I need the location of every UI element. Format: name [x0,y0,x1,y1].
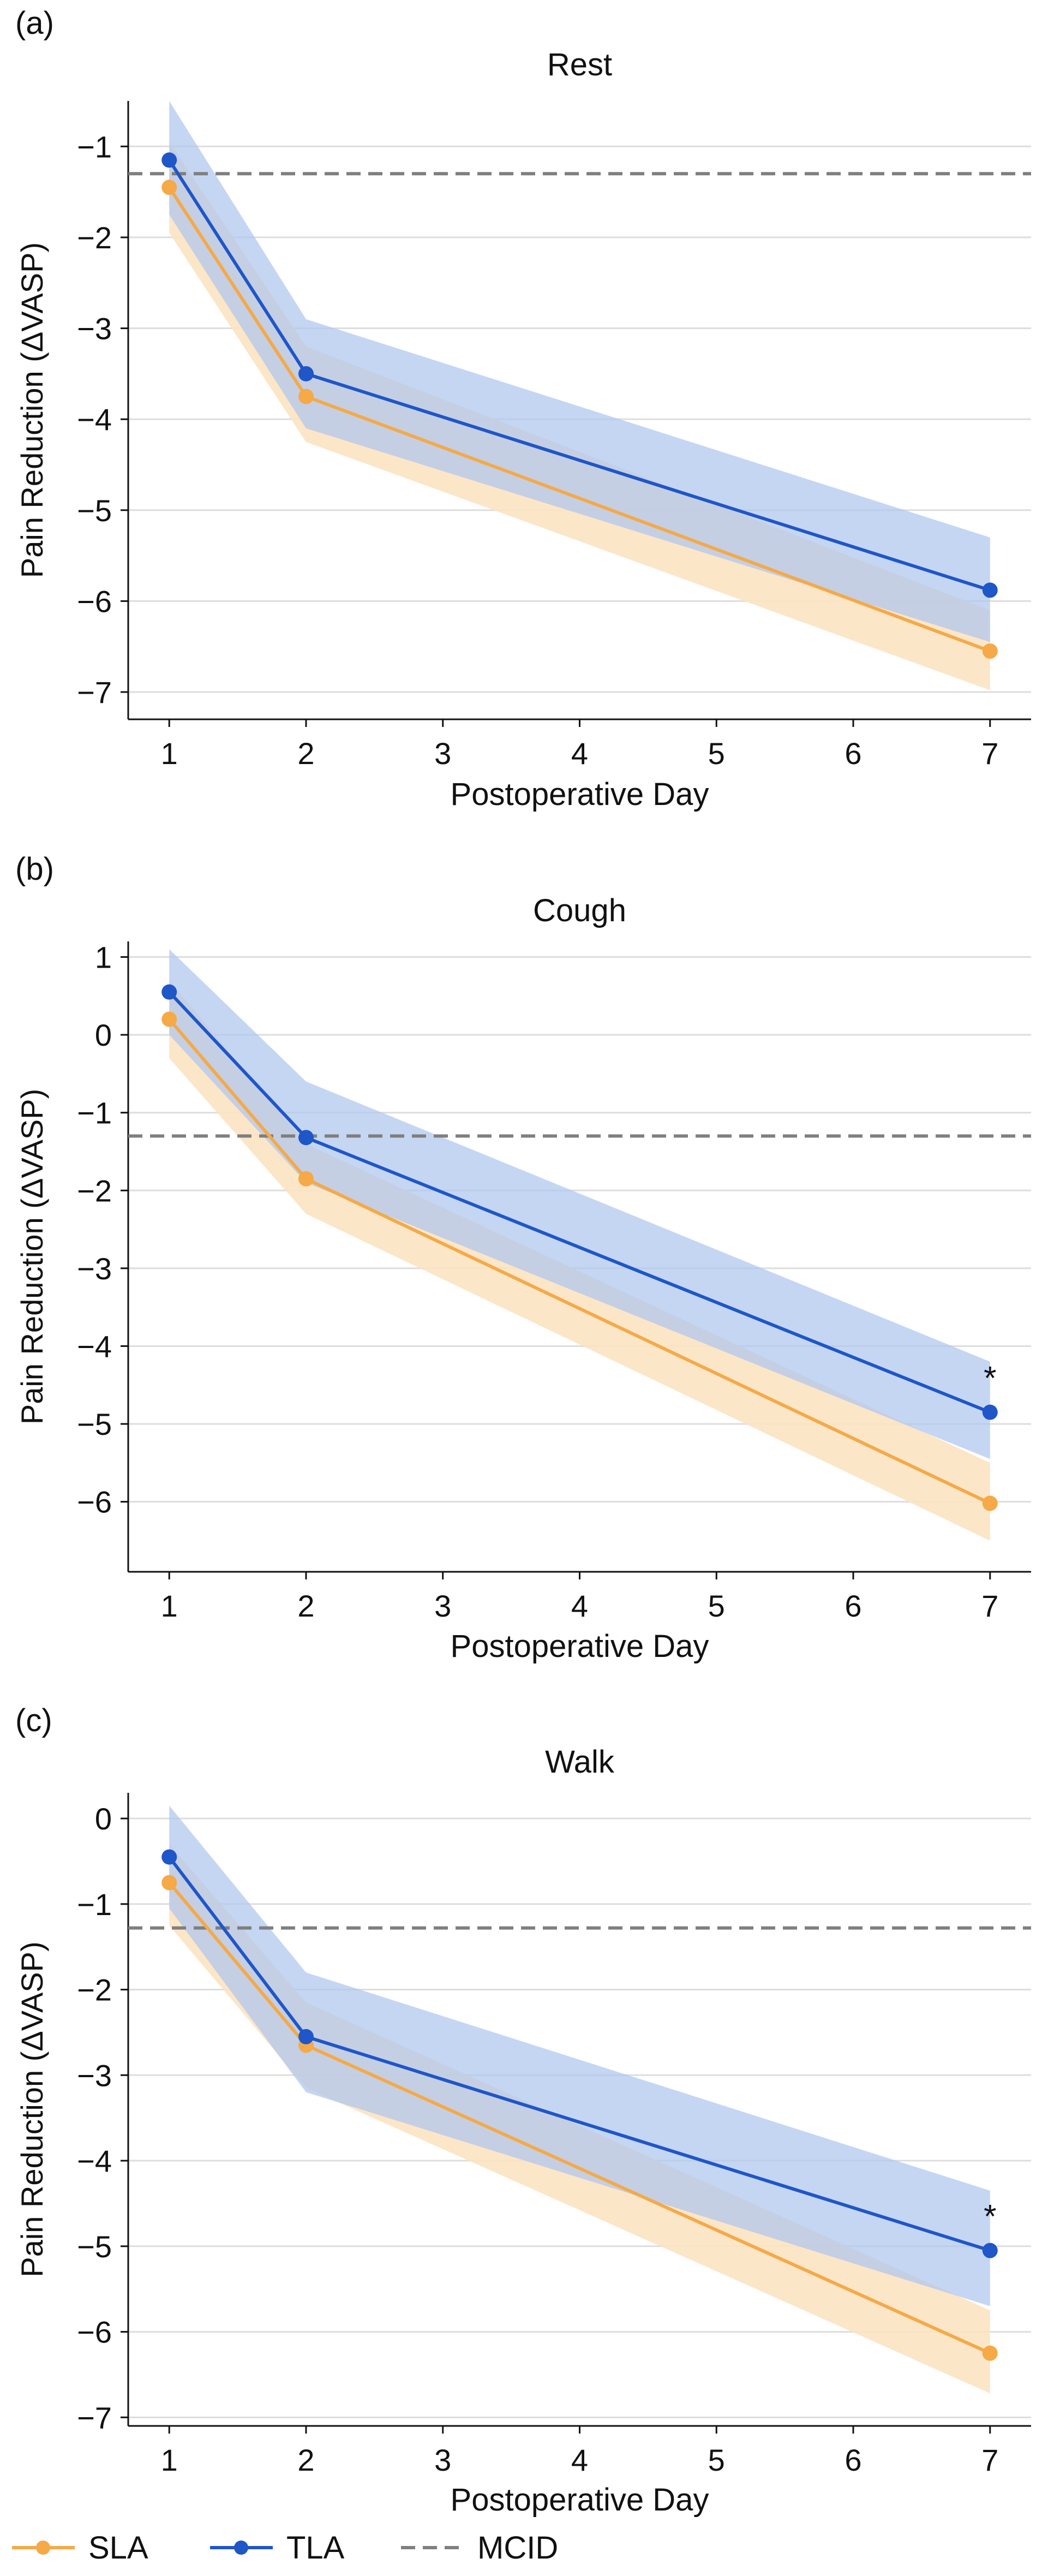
x-tick-label: 3 [434,1589,451,1623]
x-tick-label: 7 [981,2443,998,2477]
x-tick-label: 1 [161,2443,178,2477]
legend-item-sla: SLA [12,2530,148,2566]
y-tick-label: 1 [95,940,112,975]
significance-marker: * [984,1360,996,1397]
legend-label: MCID [477,2530,558,2566]
sla-data-point [298,389,314,404]
sla-confidence-band [169,980,990,1541]
y-tick-label: −3 [77,1251,112,1286]
y-axis-label: Pain Reduction (ΔVASP) [15,242,49,578]
y-tick-label: −6 [77,584,112,618]
x-tick-label: 5 [708,2443,725,2477]
y-tick-label: −6 [77,1485,112,1519]
chart-title: Cough [533,893,626,928]
sla-data-point [161,1875,177,1891]
y-tick-label: −3 [77,2058,112,2092]
y-tick-label: 0 [95,1802,112,1836]
legend-label: TLA [286,2530,345,2566]
y-tick-label: 0 [95,1018,112,1052]
x-tick-label: 5 [708,736,725,771]
x-tick-label: 2 [297,1589,314,1623]
x-tick-label: 4 [571,2443,588,2477]
x-tick-label: 1 [161,736,178,771]
y-tick-label: −4 [77,402,112,437]
panel-label: (c) [15,1703,52,1738]
sla-data-point [161,1011,177,1027]
x-axis-label: Postoperative Day [451,777,709,812]
y-axis-label: Pain Reduction (ΔVASP) [15,1089,49,1424]
tla-data-point [982,1404,998,1420]
tla-data-point [982,2243,998,2258]
chart-panel-3: (c) Walk 0 −1 −2 −3 −4 −5 −6 −7 1 2 3 4 5 6 7 Postoperati… [15,1703,1031,2518]
x-tick-label: 4 [571,736,588,771]
x-tick-label: 3 [434,2443,451,2477]
tla-confidence-band [169,949,990,1459]
chart-title: Rest [547,47,612,82]
tla-data-point [982,582,998,598]
legend-item-tla: TLA [210,2530,345,2566]
y-tick-label: −7 [77,2400,112,2435]
y-tick-label: −7 [77,675,112,709]
x-tick-label: 6 [845,2443,861,2477]
legend-swatch-marker [36,2541,50,2555]
panel-label: (a) [15,5,54,41]
x-tick-label: 1 [161,1589,178,1623]
sla-data-point [982,643,998,659]
sla-data-point [298,1171,314,1186]
x-tick-label: 2 [297,736,314,771]
y-tick-label: −1 [77,129,112,164]
x-tick-label: 3 [434,736,451,771]
sla-confidence-band [169,1844,990,2394]
y-tick-label: −6 [77,2315,112,2350]
tla-data-point [161,152,177,168]
chart-panel-1: (a) Rest −1 −2 −3 −4 −5 −6 −7 1 2 3 4 5 6 7 Postoperativ… [15,5,1031,812]
legend-item-mcid: MCID [401,2530,558,2566]
tla-confidence-band [169,1805,990,2306]
y-tick-label: −2 [77,1973,112,2007]
y-tick-label: −2 [77,1173,112,1208]
tla-data-point [161,1849,177,1865]
x-axis-label: Postoperative Day [451,1629,709,1664]
x-axis-label: Postoperative Day [451,2482,709,2518]
x-tick-label: 6 [845,1589,861,1623]
tla-confidence-band [169,101,990,642]
significance-marker: * [984,2198,996,2235]
legend-swatch-marker [234,2541,248,2555]
chart-title: Walk [545,1744,615,1780]
y-tick-label: −5 [77,2229,112,2264]
tla-data-point [298,1130,314,1146]
sla-data-point [161,180,177,195]
tla-data-point [298,2029,314,2044]
y-tick-label: −2 [77,220,112,255]
sla-data-point [982,1495,998,1511]
x-tick-label: 4 [571,1589,588,1623]
y-tick-label: −1 [77,1887,112,1922]
legend: SLA TLA MCID [12,2530,558,2566]
y-tick-label: −1 [77,1096,112,1130]
tla-data-point [161,984,177,1000]
chart-panel-2: (b) Cough 1 0 −1 −2 −3 −4 −5 −6 1 2 3 4 5 6 7 Postoperati… [15,851,1031,1664]
y-tick-label: −4 [77,2144,112,2178]
y-tick-label: −5 [77,1407,112,1441]
y-axis-label: Pain Reduction (ΔVASP) [15,1941,49,2277]
panel-label: (b) [15,851,54,887]
x-tick-label: 7 [981,1589,998,1623]
y-tick-label: −4 [77,1329,112,1363]
x-tick-label: 5 [708,1589,725,1623]
y-tick-label: −3 [77,312,112,346]
x-tick-label: 2 [297,2443,314,2477]
sla-data-point [982,2345,998,2361]
legend-label: SLA [88,2530,148,2566]
x-tick-label: 7 [981,736,998,771]
x-tick-label: 6 [845,736,861,771]
tla-data-point [298,366,314,381]
y-tick-label: −5 [77,493,112,528]
